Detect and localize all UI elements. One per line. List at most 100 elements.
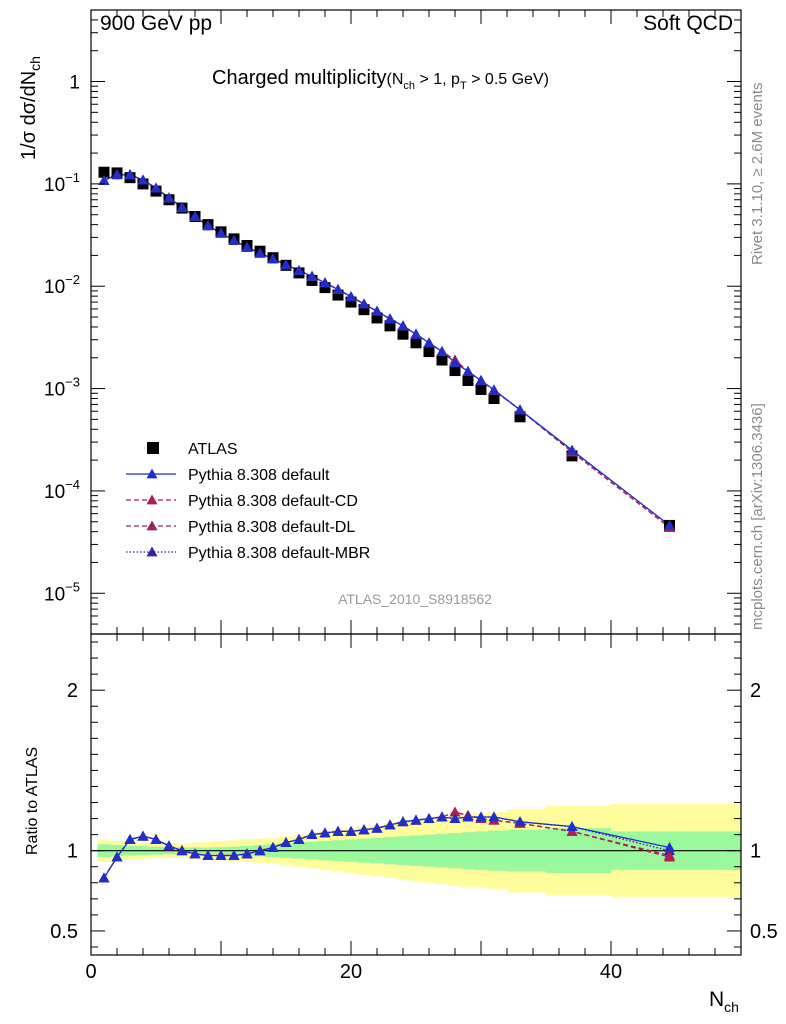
- x-label-text: N: [709, 988, 724, 1011]
- atlas-data-point: [384, 320, 396, 332]
- ratio-data-point: [488, 811, 500, 822]
- y-tick-label-base: 10: [44, 482, 65, 503]
- plot-title: Charged multiplicity(Nch > 1, pT > 0.5 G…: [212, 67, 549, 92]
- rivet-version-label: Rivet 3.1.10, ≥ 2.6M events: [749, 83, 766, 266]
- plot-title-cut-end: > 0.5 GeV): [467, 71, 549, 88]
- mcplots-label: mcplots.cern.ch [arXiv:1306.3436]: [749, 403, 766, 630]
- mc-data-point: [449, 356, 461, 367]
- legend-marker: [146, 520, 158, 531]
- mc-data-point: [345, 291, 357, 302]
- mc-data-point: [358, 298, 370, 309]
- mc-data-point: [111, 169, 123, 180]
- main-line-pythia-8-308-default: [103, 174, 670, 526]
- y-tick-label-exponent: −2: [65, 272, 80, 287]
- ratio-data-point: [449, 806, 461, 817]
- ratio-data-point: [254, 845, 266, 856]
- mc-data-point: [228, 234, 240, 245]
- ratio-data-point: [462, 811, 474, 822]
- y-tick-label-main: 10−3: [44, 375, 80, 401]
- ratio-data-point: [664, 841, 675, 852]
- mc-data-point: [137, 174, 149, 185]
- ratio-data-point: [371, 822, 383, 833]
- ratio-data-point: [98, 872, 110, 883]
- plot-title-cut-sub2: T: [460, 80, 467, 92]
- ratio-data-point: [215, 849, 227, 860]
- atlas-data-point: [410, 337, 422, 349]
- ratio-data-point: [202, 849, 214, 860]
- mc-data-point: [202, 220, 214, 231]
- ratio-series-group: [98, 806, 675, 883]
- atlas-data-point: [436, 354, 448, 366]
- ratio-data-point: [449, 813, 461, 823]
- atlas-data-point: [397, 328, 409, 340]
- ratio-data-point: [319, 827, 331, 838]
- mc-data-point: [254, 247, 266, 258]
- mc-data-point: [176, 201, 188, 212]
- mc-data-point: [371, 305, 383, 316]
- atlas-data-point: [514, 411, 526, 423]
- y-axis-label-ratio: Ratio to ATLAS: [24, 747, 41, 855]
- atlas-data-point: [98, 166, 110, 178]
- mc-data-point: [488, 384, 500, 395]
- legend-entry: Pythia 8.308 default-DL: [126, 519, 355, 536]
- mc-data-point: [332, 283, 344, 294]
- legend-marker: [146, 468, 158, 479]
- ratio-data-point: [293, 833, 305, 844]
- ratio-data-point: [410, 814, 422, 825]
- legend: ATLAS Pythia 8.308 default Pythia 8.308 de…: [126, 441, 370, 562]
- legend-marker: [146, 494, 158, 505]
- x-tick-label: 20: [340, 961, 362, 983]
- mc-data-point: [397, 320, 409, 331]
- mc-data-point: [124, 169, 136, 180]
- mc-data-point: [150, 182, 162, 193]
- ratio-line: [103, 816, 670, 879]
- ratio-data-point: [189, 848, 201, 859]
- legend-entry: Pythia 8.308 default-MBR: [126, 545, 370, 562]
- y-tick-label-base: 1: [69, 73, 80, 94]
- ratio-panel: 0.5 0.51 12 20 20 40: [50, 633, 778, 983]
- svg-text:1/σ dσ/dNch: 1/σ dσ/dNch: [18, 56, 43, 160]
- plot-title-cut-mid: > 1, p: [415, 71, 460, 88]
- mc-data-point: [280, 259, 292, 270]
- legend-entry: Pythia 8.308 default: [126, 467, 330, 484]
- x-tick-label: 40: [600, 961, 622, 983]
- y-tick-label-ratio-right: 0.5: [750, 921, 778, 943]
- mc-data-point: [98, 174, 110, 185]
- ratio-data-point: [267, 841, 279, 852]
- main-series-group: [98, 166, 675, 532]
- ratio-data-point: [475, 811, 487, 822]
- ratio-data-point: [397, 816, 409, 827]
- atlas-data-point: [319, 282, 331, 294]
- mc-data-point: [566, 444, 578, 455]
- atlas-data-point: [332, 289, 344, 301]
- legend-label: Pythia 8.308 default: [188, 467, 330, 484]
- y-tick-label-base: 10: [44, 277, 65, 298]
- atlas-data-point: [488, 392, 500, 404]
- y-label-main-text: 1/σ dσ/dN: [18, 71, 40, 160]
- ratio-data-point: [345, 825, 357, 836]
- analysis-id-label: ATLAS_2010_S8918562: [338, 591, 492, 607]
- mc-data-point: [423, 337, 435, 348]
- mc-data-point: [384, 313, 396, 324]
- y-tick-label-main: 10−4: [44, 477, 80, 503]
- y-tick-label-ratio-right: 2: [750, 680, 761, 702]
- legend-entry: ATLAS: [147, 441, 238, 458]
- ratio-data-point: [306, 829, 318, 840]
- ratio-data-point: [111, 851, 123, 862]
- y-tick-label-exponent: −5: [65, 579, 80, 594]
- y-tick-label-exponent: −1: [65, 170, 80, 185]
- ratio-data-point: [241, 848, 253, 859]
- y-tick-label-main: 10−1: [44, 170, 80, 196]
- ratio-data-point: [280, 837, 292, 848]
- y-tick-label-base: 10: [44, 584, 65, 605]
- mc-data-point: [410, 328, 422, 339]
- atlas-data-point: [475, 383, 487, 395]
- ratio-data-point: [163, 840, 175, 851]
- y-axis-label-main: 1/σ dσ/dNch: [18, 56, 43, 160]
- ratio-data-point: [332, 825, 344, 836]
- main-panel: 10−510−410−310−210−11: [44, 9, 742, 635]
- y-tick-label-exponent: −3: [65, 375, 80, 390]
- mc-data-point: [267, 253, 279, 264]
- mc-data-point: [319, 277, 331, 288]
- atlas-data-point: [462, 374, 474, 386]
